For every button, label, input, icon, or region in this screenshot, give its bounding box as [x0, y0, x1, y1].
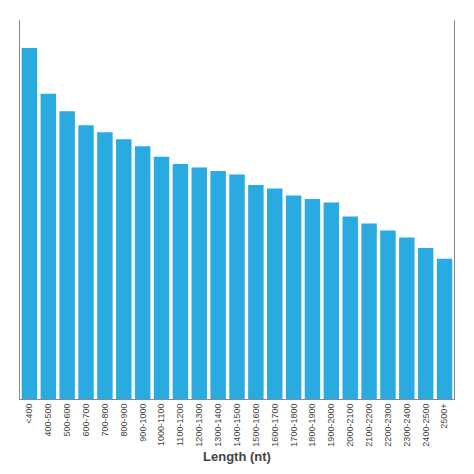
svg-text:400-500: 400-500	[43, 404, 53, 437]
svg-text:1900-2000: 1900-2000	[326, 404, 336, 447]
svg-text:500-600: 500-600	[62, 404, 72, 437]
svg-text:700-800: 700-800	[100, 404, 110, 437]
svg-text:1800-1900: 1800-1900	[307, 404, 317, 447]
svg-text:2100-2200: 2100-2200	[364, 404, 374, 447]
svg-text:1300-1400: 1300-1400	[213, 404, 223, 447]
svg-text:1100-1200: 1100-1200	[175, 404, 185, 446]
svg-text:1600-1700: 1600-1700	[270, 404, 280, 447]
svg-text:1400-1500: 1400-1500	[232, 404, 242, 447]
svg-text:1500-1600: 1500-1600	[251, 404, 261, 447]
svg-text:1200-1300: 1200-1300	[194, 404, 204, 447]
svg-text:1700-1800: 1700-1800	[289, 404, 299, 447]
svg-text:600-700: 600-700	[81, 404, 91, 437]
svg-text:900-1000: 900-1000	[138, 404, 148, 442]
svg-text:2300-2400: 2300-2400	[402, 404, 412, 447]
svg-text:2400-2500: 2400-2500	[421, 404, 431, 447]
svg-text:2000-2100: 2000-2100	[345, 404, 355, 447]
svg-text:800-900: 800-900	[119, 404, 129, 437]
svg-text:Length (nt): Length (nt)	[203, 449, 271, 464]
svg-text:<400: <400	[24, 404, 34, 424]
svg-text:2500+: 2500+	[439, 404, 449, 429]
svg-text:2200-2300: 2200-2300	[383, 404, 393, 447]
svg-text:1000-1100: 1000-1100	[156, 404, 166, 446]
